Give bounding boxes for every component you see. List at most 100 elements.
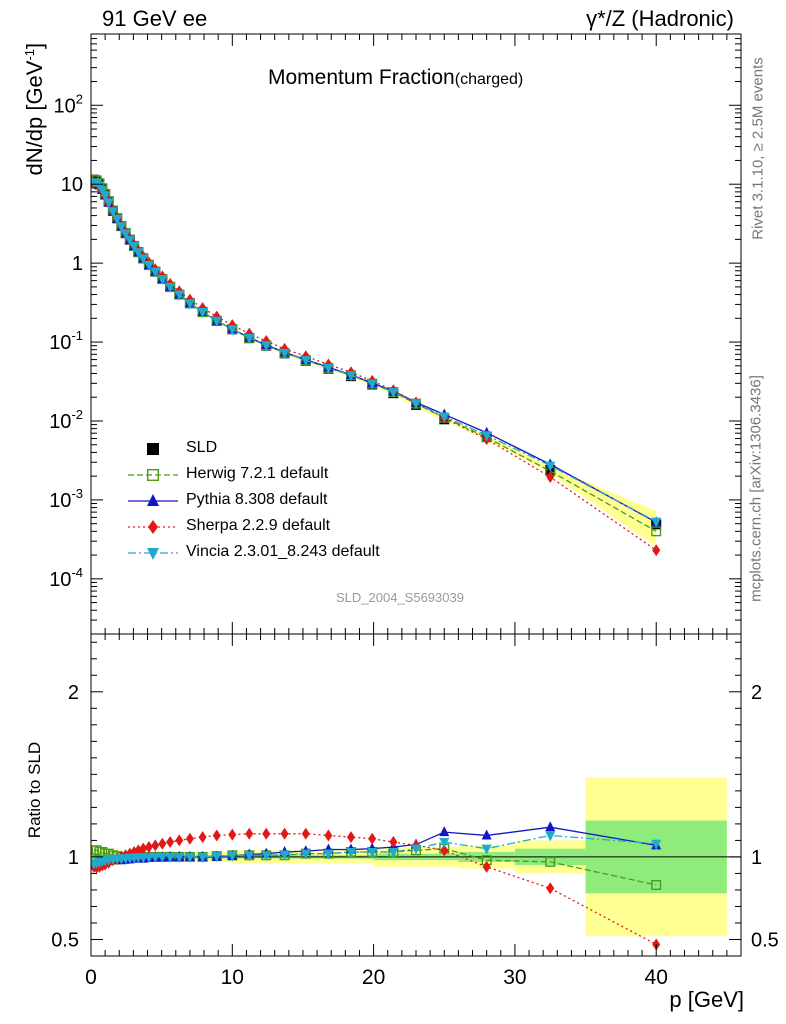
y-axis-label-ratio: Ratio to SLD <box>25 741 44 839</box>
main-point-vincia-7 <box>112 214 123 225</box>
plot-title-main: Momentum Fraction <box>268 66 455 89</box>
ratio-point-sherpa-22 <box>228 828 237 841</box>
ratio-point-sherpa-28 <box>347 831 355 844</box>
ratio-point-vincia-24 <box>261 851 272 862</box>
ratio-point-sherpa-18 <box>175 834 184 847</box>
main-y-tick-exp-3: -1 <box>71 328 83 343</box>
legend-marker-sld <box>147 443 159 455</box>
main-point-sherpa-35 <box>652 544 661 557</box>
main-point-vincia-14 <box>143 260 154 271</box>
legend-label-herwig: Herwig 7.2.1 default <box>186 465 329 482</box>
ratio-point-vincia-15 <box>150 852 161 863</box>
x-tick-label-40: 40 <box>645 966 668 989</box>
main-point-vincia-9 <box>120 229 131 240</box>
ratio-point-sherpa-27 <box>324 829 333 842</box>
main-point-vincia-6 <box>107 207 118 218</box>
main-point-vincia-15 <box>150 267 161 278</box>
legend-item-herwig: Herwig 7.2.1 default <box>128 462 448 488</box>
energy-label: 91 GeV ee <box>102 6 208 31</box>
main-point-vincia-31 <box>411 399 421 410</box>
ratio-point-pythia-32 <box>439 826 450 837</box>
ratio-point-vincia-18 <box>174 852 185 863</box>
mcplots-label: mcplots.cern.ch [arXiv:1306.3436] <box>747 375 765 602</box>
y-axis-label-main-text: dN/dp [GeV <box>22 60 48 176</box>
legend-label-pythia: Pythia 8.308 default <box>186 491 328 508</box>
ratio-point-vincia-27 <box>323 849 334 860</box>
main-y-tick-label-5: 10 <box>61 174 83 196</box>
legend-symbol-2 <box>147 494 159 506</box>
ratio-point-sherpa-29 <box>368 832 377 845</box>
analysis-id-label: SLD_2004_S5693039 <box>336 590 464 605</box>
x-tick-label-0: 0 <box>85 966 97 989</box>
ratio-point-vincia-33 <box>481 844 492 855</box>
main-point-vincia-8 <box>116 222 127 233</box>
ratio-point-pythia-34 <box>545 821 556 832</box>
x-tick-label-10: 10 <box>221 966 244 989</box>
legend-marker-vincia <box>128 548 178 560</box>
ratio-point-vincia-20 <box>197 852 208 863</box>
main-point-vincia-10 <box>124 235 135 246</box>
legend-marker-pythia <box>128 494 178 506</box>
ratio-point-vincia-34 <box>545 831 556 842</box>
ratio-point-sherpa-19 <box>185 832 194 845</box>
main-point-vincia-21 <box>211 316 222 327</box>
ratio-point-vincia-28 <box>346 847 356 858</box>
main-y-tick-label-3: 10-1 <box>49 328 83 354</box>
legend-item-sherpa: Sherpa 2.2.9 default <box>128 514 448 540</box>
ratio-point-sherpa-32 <box>440 844 449 857</box>
main-y-tick-label-0: 10-4 <box>49 565 83 591</box>
main-point-vincia-13 <box>138 254 149 265</box>
main-point-vincia-20 <box>197 308 208 319</box>
ratio-point-sherpa-30 <box>389 836 398 849</box>
main-y-tick-exp-6: 2 <box>76 91 83 106</box>
ratio-point-vincia-30 <box>388 847 399 858</box>
ratio-series <box>91 821 662 951</box>
ratio-point-vincia-31 <box>411 844 421 855</box>
ratio-y-tick-label-left-1: 1 <box>68 847 79 869</box>
main-point-sherpa-34 <box>546 471 555 484</box>
ratio-point-vincia-35 <box>651 839 662 850</box>
legend-label-sld: SLD <box>186 439 218 456</box>
process-label: γ*/Z (Hadronic) <box>586 6 734 31</box>
ratio-y-tick-label-left-2: 2 <box>68 682 79 704</box>
main-point-vincia-32 <box>439 412 450 423</box>
y-axis-label-main-exp: -1 <box>21 48 37 61</box>
ratio-point-sherpa-17 <box>166 836 175 849</box>
main-point-vincia-28 <box>346 371 356 382</box>
legend-marker-herwig <box>128 468 178 482</box>
ratio-point-vincia-23 <box>244 851 255 862</box>
main-point-vincia-33 <box>481 431 492 442</box>
x-tick-label-20: 20 <box>362 966 385 989</box>
x-axis-label: p [GeV] <box>669 987 744 1012</box>
ratio-point-vincia-29 <box>367 847 378 858</box>
ratio-point-sherpa-20 <box>198 831 207 844</box>
main-y-tick-exp-2: -2 <box>71 407 83 422</box>
ratio-point-sherpa-26 <box>301 827 310 840</box>
main-y-tick-label-4: 1 <box>72 253 83 275</box>
ratio-y-tick-label-left-0: 0.5 <box>51 929 79 951</box>
ratio-point-vincia-14 <box>143 853 154 864</box>
y-axis-label-main: dN/dp [GeV-1] <box>21 42 48 176</box>
main-point-vincia-3 <box>97 185 108 196</box>
legend-item-vincia: Vincia 2.3.01_8.243 default <box>128 540 448 566</box>
legend-symbol-3 <box>148 520 158 534</box>
main-point-vincia-23 <box>244 333 255 344</box>
main-y-tick-exp-1: -3 <box>71 486 83 501</box>
main-point-vincia-5 <box>103 198 114 209</box>
main-point-vincia-22 <box>227 325 238 336</box>
legend-item-sld: SLD <box>128 436 448 462</box>
ratio-point-herwig-34 <box>545 856 556 867</box>
main-point-vincia-25 <box>279 348 290 359</box>
main-point-vincia-30 <box>388 388 399 399</box>
main-y-tick-exp-0: -4 <box>71 565 83 580</box>
ratio-point-vincia-19 <box>184 852 195 863</box>
main-point-vincia-4 <box>100 191 111 202</box>
ratio-point-vincia-17 <box>165 852 176 863</box>
ratio-y-tick-label-right-0: 0.5 <box>751 929 779 951</box>
ratio-y-tick-label-right-2: 2 <box>751 682 762 704</box>
legend-symbol-4 <box>147 548 159 560</box>
ratio-point-sherpa-33 <box>482 860 491 873</box>
ratio-point-sherpa-15 <box>151 839 160 852</box>
ratio-point-sherpa-13 <box>139 842 148 855</box>
